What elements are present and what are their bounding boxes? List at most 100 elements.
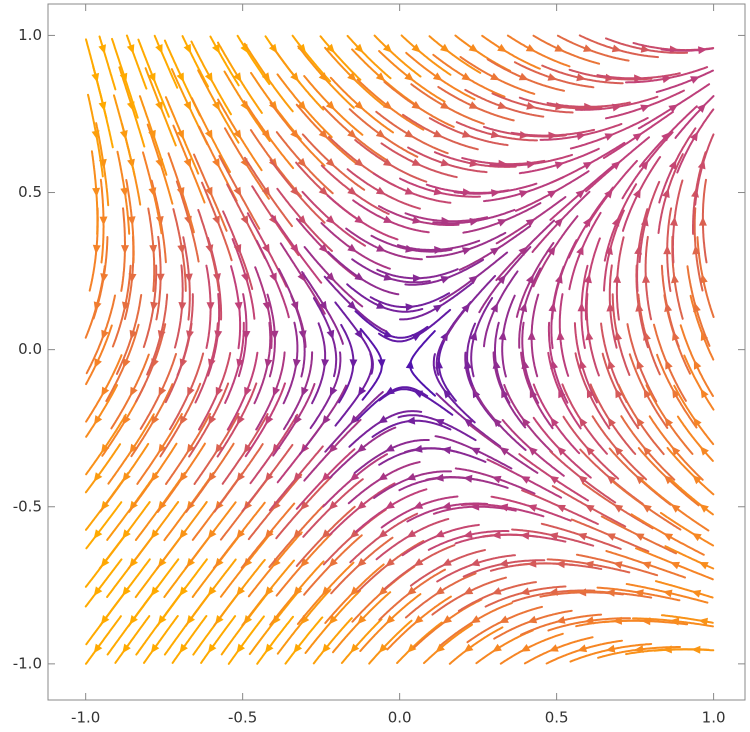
arrowhead xyxy=(548,302,557,312)
streamline xyxy=(428,35,482,74)
arrowhead xyxy=(670,504,681,513)
arrowhead xyxy=(461,130,472,138)
arrowhead xyxy=(178,302,187,312)
arrowhead xyxy=(519,190,529,198)
arrowhead xyxy=(183,43,192,54)
arrowhead xyxy=(700,446,709,456)
arrowhead xyxy=(264,529,274,539)
arrowhead xyxy=(614,446,624,456)
arrowhead xyxy=(463,359,472,369)
streamline xyxy=(409,549,486,587)
arrowhead xyxy=(357,557,367,567)
arrowhead xyxy=(520,531,530,540)
arrowhead xyxy=(233,129,242,140)
streamline xyxy=(85,384,119,438)
arrowhead xyxy=(577,532,588,541)
streamline xyxy=(284,616,324,665)
arrowhead xyxy=(354,43,364,53)
arrowhead xyxy=(412,274,422,283)
arrowhead xyxy=(497,43,507,53)
arrowhead xyxy=(606,533,616,541)
streamline xyxy=(501,419,565,477)
arrowhead xyxy=(94,358,102,368)
arrowhead xyxy=(582,217,592,227)
arrowhead xyxy=(528,446,538,456)
arrowhead xyxy=(233,72,242,83)
arrowhead xyxy=(497,274,506,285)
streamline xyxy=(194,322,219,404)
arrowhead xyxy=(635,302,644,312)
arrowhead xyxy=(156,273,165,283)
streamline xyxy=(423,623,473,665)
arrowhead xyxy=(385,558,395,567)
y-tick-label: 0.0 xyxy=(18,340,42,358)
arrowhead xyxy=(176,187,185,197)
streamline xyxy=(611,293,631,376)
arrowhead xyxy=(669,216,678,226)
arrowhead xyxy=(499,447,510,456)
arrowhead xyxy=(435,586,445,595)
arrowhead xyxy=(643,388,652,399)
arrowhead xyxy=(663,533,674,541)
arrowhead xyxy=(665,359,673,370)
arrowhead xyxy=(611,44,622,53)
arrowhead xyxy=(642,504,652,513)
arrowhead xyxy=(405,416,416,425)
arrowhead xyxy=(244,386,252,397)
arrowhead xyxy=(441,446,452,455)
arrowhead xyxy=(243,443,252,454)
arrowhead xyxy=(292,358,301,369)
y-tick-label: -0.5 xyxy=(13,497,42,515)
arrowhead xyxy=(461,72,472,81)
arrowhead xyxy=(318,243,328,253)
arrowhead xyxy=(547,73,558,81)
arrowhead xyxy=(236,643,245,654)
y-tick-label: 1.0 xyxy=(18,26,42,44)
arrowhead xyxy=(698,216,707,226)
arrowhead xyxy=(411,333,422,342)
arrowhead xyxy=(690,131,699,142)
arrowhead xyxy=(356,500,367,510)
arrowhead xyxy=(462,188,472,197)
arrowhead xyxy=(434,419,445,427)
arrowhead xyxy=(461,247,472,255)
arrowhead xyxy=(99,216,108,226)
arrowhead xyxy=(498,559,509,567)
arrowhead xyxy=(555,560,565,569)
arrowhead xyxy=(692,475,702,485)
arrowhead xyxy=(525,44,536,52)
arrowhead xyxy=(613,273,621,283)
arrowhead xyxy=(290,72,299,82)
arrowhead xyxy=(240,215,249,226)
arrowhead xyxy=(212,43,220,54)
arrowhead xyxy=(301,386,309,397)
arrowhead xyxy=(469,331,478,341)
arrowhead xyxy=(149,244,158,255)
arrowhead xyxy=(319,300,328,311)
streamline xyxy=(466,605,543,644)
arrowhead xyxy=(490,130,501,139)
streamline xyxy=(171,615,208,664)
arrowhead xyxy=(640,45,651,53)
arrowhead xyxy=(636,417,645,427)
arrowhead xyxy=(470,558,481,567)
arrowhead xyxy=(122,529,131,539)
arrowhead xyxy=(611,216,620,227)
arrowhead xyxy=(328,557,338,568)
arrowhead xyxy=(490,72,500,81)
arrowhead xyxy=(692,245,701,255)
streamline xyxy=(511,528,595,547)
arrowhead xyxy=(347,129,357,139)
arrowhead xyxy=(321,586,331,596)
arrowhead xyxy=(636,359,644,370)
arrowhead xyxy=(326,329,335,340)
arrowhead xyxy=(378,529,388,538)
streamline xyxy=(457,581,537,612)
arrowhead xyxy=(208,472,217,482)
arrowhead xyxy=(385,501,395,510)
arrowhead xyxy=(94,415,103,425)
arrowhead xyxy=(376,244,386,252)
arrowhead xyxy=(243,557,253,568)
arrowhead xyxy=(642,273,650,283)
streamline xyxy=(686,265,711,347)
